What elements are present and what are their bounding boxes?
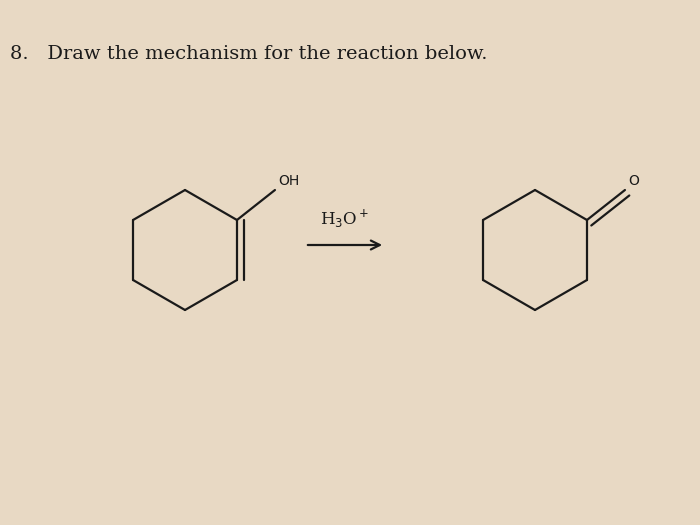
- Text: OH: OH: [278, 174, 299, 188]
- Text: 8.   Draw the mechanism for the reaction below.: 8. Draw the mechanism for the reaction b…: [10, 45, 487, 63]
- Text: H$_3$O$^+$: H$_3$O$^+$: [321, 208, 370, 230]
- Text: O: O: [628, 174, 639, 188]
